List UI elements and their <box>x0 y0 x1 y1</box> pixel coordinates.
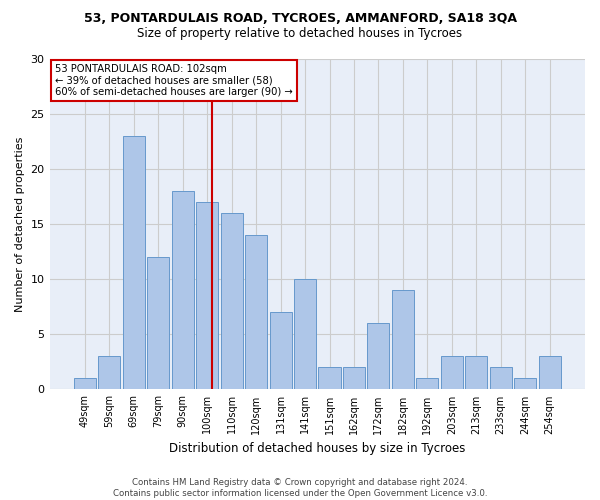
Bar <box>490 368 512 390</box>
Bar <box>441 356 463 390</box>
X-axis label: Distribution of detached houses by size in Tycroes: Distribution of detached houses by size … <box>169 442 466 455</box>
Text: 53 PONTARDULAIS ROAD: 102sqm
← 39% of detached houses are smaller (58)
60% of se: 53 PONTARDULAIS ROAD: 102sqm ← 39% of de… <box>55 64 293 97</box>
Text: Size of property relative to detached houses in Tycroes: Size of property relative to detached ho… <box>137 28 463 40</box>
Bar <box>245 235 267 390</box>
Bar <box>269 312 292 390</box>
Text: 53, PONTARDULAIS ROAD, TYCROES, AMMANFORD, SA18 3QA: 53, PONTARDULAIS ROAD, TYCROES, AMMANFOR… <box>83 12 517 26</box>
Bar <box>221 213 242 390</box>
Bar <box>367 324 389 390</box>
Bar <box>123 136 145 390</box>
Bar <box>539 356 560 390</box>
Bar <box>343 368 365 390</box>
Y-axis label: Number of detached properties: Number of detached properties <box>15 136 25 312</box>
Bar <box>147 258 169 390</box>
Bar <box>319 368 341 390</box>
Bar <box>465 356 487 390</box>
Bar <box>196 202 218 390</box>
Text: Contains HM Land Registry data © Crown copyright and database right 2024.
Contai: Contains HM Land Registry data © Crown c… <box>113 478 487 498</box>
Bar <box>172 191 194 390</box>
Bar <box>98 356 121 390</box>
Bar <box>416 378 439 390</box>
Bar <box>392 290 414 390</box>
Bar <box>294 280 316 390</box>
Bar <box>74 378 96 390</box>
Bar <box>514 378 536 390</box>
